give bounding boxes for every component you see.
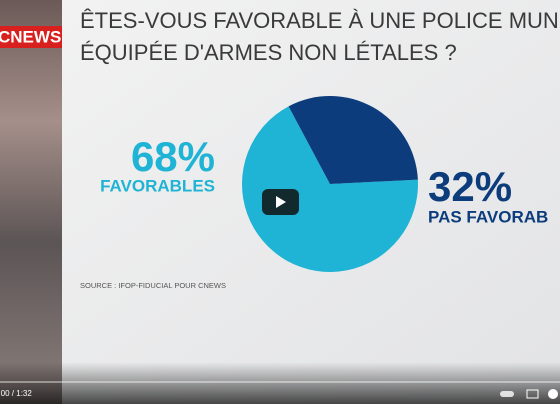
subtitles-button[interactable] (526, 389, 539, 399)
autoplay-toggle[interactable] (500, 391, 514, 397)
settings-button[interactable] (548, 389, 558, 399)
logo: CNEWS (0, 27, 61, 46)
category-label: FAVORABLES (100, 176, 215, 195)
title-line: ÉQUIPÉE D'ARMES NON LÉTALES ? (80, 40, 457, 65)
time: 0:00 / 1:32 (0, 389, 32, 398)
pie-slice (242, 106, 419, 272)
category-label: PAS FAVORAB (428, 207, 548, 226)
controls-shade (0, 362, 560, 404)
progress-bar[interactable] (0, 381, 560, 383)
pie-slice (288, 95, 418, 184)
logo-box (0, 26, 62, 48)
value-label: 68% (131, 133, 215, 180)
crowd-strip (0, 0, 62, 404)
value-label: 32% (428, 163, 512, 210)
play-icon (276, 196, 286, 208)
source: SOURCE : IFOP-FIDUCIAL POUR CNEWS (80, 281, 226, 290)
title-line: ÊTES-VOUS FAVORABLE À UNE POLICE MUNICI (80, 8, 560, 33)
pie (242, 95, 419, 272)
